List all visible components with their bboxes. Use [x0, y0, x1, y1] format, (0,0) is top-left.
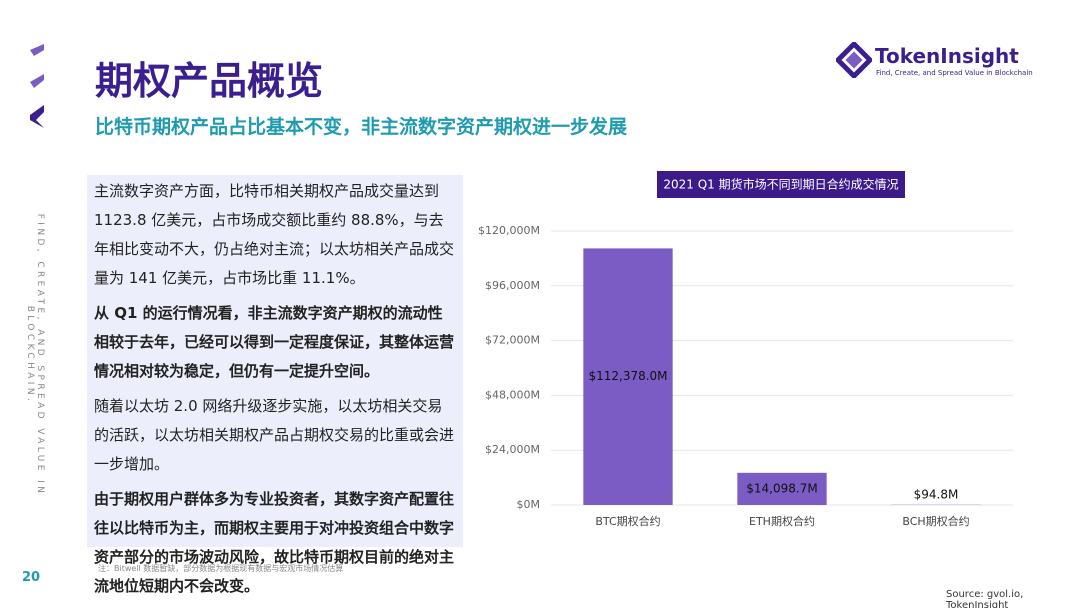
y-tick-label: $72,000M — [485, 334, 540, 347]
y-tick-label: $96,000M — [485, 279, 540, 292]
subtitle: 比特币期权产品占比基本不变，非主流数字资产期权进一步发展 — [95, 116, 628, 138]
chart: 2021 Q1 期货市场不同到期日合约成交情况 $0M $24,000M $48,0… — [478, 171, 1013, 528]
x-tick-label: ETH期权合约 — [749, 514, 815, 528]
y-tick-label: $48,000M — [485, 388, 540, 401]
bar — [583, 248, 673, 505]
data-label: $112,378.0M — [588, 369, 667, 383]
y-tick-label: $24,000M — [485, 443, 540, 456]
paragraph: 随着以太坊 2.0 网络升级逐步实施，以太坊相关交易的活跃，以太坊相关期权产品占… — [94, 397, 455, 473]
paragraph: 由于期权用户群体多为专业投资者，其数字资产配置往往以比特币为主，而期权主要用于对… — [94, 490, 455, 595]
data-label: $14,098.7M — [746, 481, 817, 495]
logo-icon — [836, 42, 872, 78]
x-tick-label: BTC期权合约 — [595, 514, 660, 528]
chart-title-bg — [657, 171, 905, 198]
data-label: $94.8M — [914, 487, 959, 501]
title: 期权产品概览 — [95, 59, 324, 103]
page-number: 20 — [22, 570, 41, 585]
chart-title: 2021 Q1 期货市场不同到期日合约成交情况 — [663, 177, 898, 192]
tagline: Find, Create, and Spread Value in Blockc… — [876, 69, 1033, 77]
decor — [30, 44, 44, 128]
logo: TokenInsight — [875, 44, 1019, 68]
y-tick-label: $0M — [517, 498, 541, 511]
paragraph: 主流数字资产方面，比特币相关期权产品成交量达到 1123.8 亿美元，占市场成交… — [94, 182, 455, 287]
bar — [737, 472, 827, 505]
source: Source: gvol.io, TokenInsight — [946, 589, 1024, 608]
note: 注：Bitwell 数据暂缺，部分数据为根据现有数据与宏观市场情况估算 — [98, 564, 344, 573]
paragraph: 从 Q1 的运行情况看，非主流数字资产期权的流动性相较于去年，已经可以得到一定程… — [94, 304, 455, 380]
x-tick-label: BCH期权合约 — [902, 514, 969, 528]
y-tick-label: $120,000M — [478, 224, 540, 237]
text-box: 主流数字资产方面，比特币相关期权产品成交量达到 1123.8 亿美元，占市场成交… — [87, 175, 463, 595]
